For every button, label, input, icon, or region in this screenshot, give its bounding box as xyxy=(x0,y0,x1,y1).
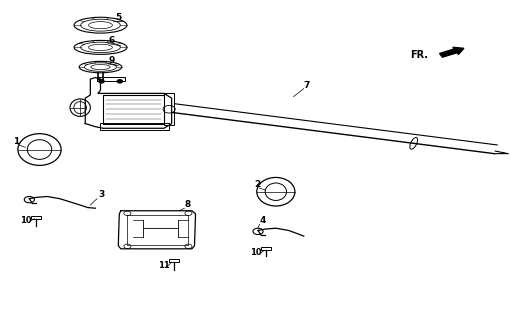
Bar xyxy=(101,123,169,130)
Text: 8: 8 xyxy=(184,200,191,209)
Text: FR.: FR. xyxy=(410,51,428,60)
Bar xyxy=(97,76,125,81)
Text: 6: 6 xyxy=(108,36,114,44)
Bar xyxy=(261,247,271,250)
Text: 10: 10 xyxy=(20,216,31,225)
Circle shape xyxy=(117,80,122,83)
Text: 4: 4 xyxy=(260,216,266,226)
Bar xyxy=(169,259,179,262)
Text: 5: 5 xyxy=(115,13,122,22)
Bar xyxy=(31,216,41,219)
FancyArrow shape xyxy=(439,47,464,57)
Text: 9: 9 xyxy=(108,56,114,65)
Text: 3: 3 xyxy=(98,190,104,199)
Text: 7: 7 xyxy=(304,81,310,90)
Bar xyxy=(164,93,174,125)
Bar xyxy=(103,95,164,124)
Text: 1: 1 xyxy=(13,137,19,146)
Text: 10: 10 xyxy=(250,248,262,257)
Circle shape xyxy=(99,80,104,83)
Text: 2: 2 xyxy=(254,180,260,189)
Text: 11: 11 xyxy=(158,261,170,270)
